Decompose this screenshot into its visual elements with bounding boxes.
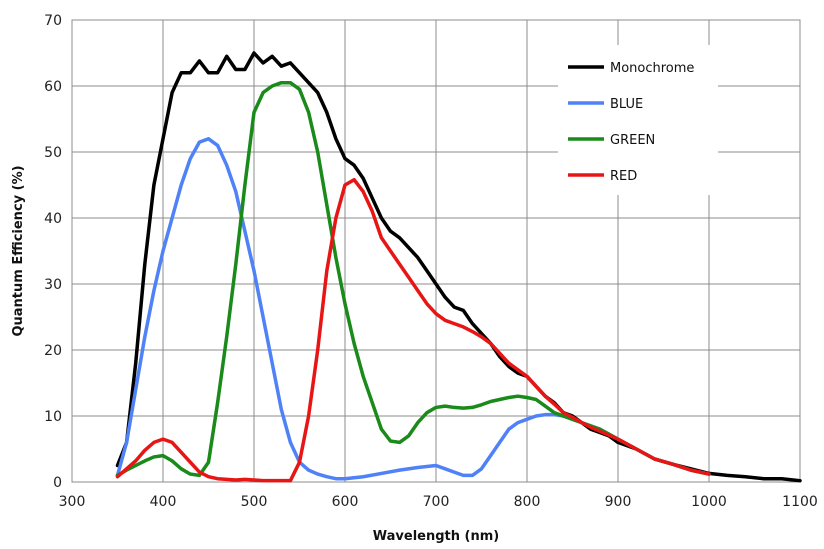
y-tick-label: 50 bbox=[44, 145, 62, 161]
x-tick-label: 900 bbox=[605, 494, 632, 510]
x-axis-title: Wavelength (nm) bbox=[373, 529, 499, 544]
x-tick-label: 1000 bbox=[691, 494, 727, 510]
legend: Monochrome BLUE GREEN RED bbox=[558, 45, 718, 195]
x-tick-label: 700 bbox=[423, 494, 450, 510]
y-tick-label: 10 bbox=[44, 409, 62, 425]
tick-labels: 300 400 500 600 700 800 900 1000 1100 0 10 20 30 40 50… bbox=[44, 13, 818, 510]
legend-label: Monochrome bbox=[610, 61, 694, 76]
x-tick-label: 600 bbox=[332, 494, 359, 510]
y-tick-label: 30 bbox=[44, 277, 62, 293]
x-tick-label: 300 bbox=[59, 494, 86, 510]
legend-box bbox=[558, 45, 718, 195]
y-tick-label: 0 bbox=[53, 475, 62, 491]
legend-label: GREEN bbox=[610, 133, 655, 148]
x-tick-label: 400 bbox=[150, 494, 177, 510]
y-tick-label: 40 bbox=[44, 211, 62, 227]
x-tick-label: 500 bbox=[241, 494, 268, 510]
y-axis-title: Quantum Efficiency (%) bbox=[11, 165, 26, 336]
legend-label: RED bbox=[610, 169, 637, 184]
y-tick-label: 60 bbox=[44, 79, 62, 95]
series-line-red bbox=[115, 177, 711, 483]
x-tick-label: 1100 bbox=[782, 494, 818, 510]
series-lines bbox=[115, 51, 802, 483]
y-tick-label: 70 bbox=[44, 13, 62, 29]
legend-label: BLUE bbox=[610, 97, 643, 112]
series-line-green bbox=[115, 80, 711, 478]
y-tick-label: 20 bbox=[44, 343, 62, 359]
x-tick-label: 800 bbox=[514, 494, 541, 510]
